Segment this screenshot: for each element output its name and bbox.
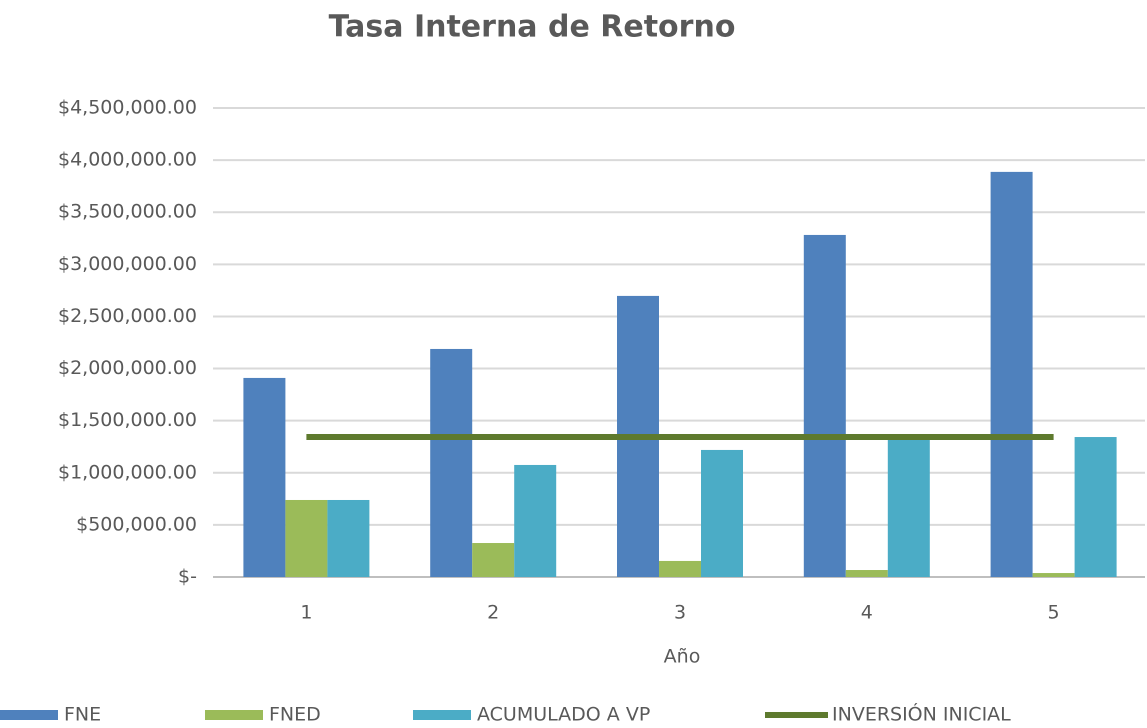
y-tick-label: $1,000,000.00 bbox=[58, 461, 197, 483]
bar bbox=[1032, 573, 1075, 577]
y-tick-label: $4,000,000.00 bbox=[58, 149, 197, 171]
x-tick-label: 2 bbox=[487, 602, 499, 624]
bar bbox=[701, 449, 743, 577]
bar bbox=[430, 348, 473, 577]
y-tick-label: $1,500,000.00 bbox=[58, 409, 197, 431]
y-tick-label: $3,500,000.00 bbox=[58, 201, 197, 223]
chart-title: Tasa Interna de Retorno bbox=[329, 10, 736, 45]
legend-label: INVERSIÓN INICIAL bbox=[832, 702, 1011, 726]
y-tick-label: $- bbox=[178, 566, 197, 588]
legend-swatch bbox=[413, 710, 471, 720]
bar bbox=[887, 439, 930, 577]
x-axis-label: Año bbox=[664, 646, 701, 668]
legend-swatch bbox=[205, 710, 263, 720]
legend-swatch bbox=[0, 710, 58, 720]
bar bbox=[472, 543, 515, 577]
bar bbox=[659, 560, 701, 577]
y-tick-label: $500,000.00 bbox=[76, 513, 197, 535]
y-tick-label: $3,000,000.00 bbox=[58, 253, 197, 275]
bar bbox=[243, 377, 286, 577]
bar bbox=[845, 570, 888, 577]
bar bbox=[1074, 437, 1117, 577]
x-tick-label: 5 bbox=[1048, 602, 1060, 624]
legend-label: ACUMULADO A VP bbox=[477, 704, 650, 726]
bar bbox=[514, 464, 557, 577]
y-tick-label: $2,000,000.00 bbox=[58, 357, 197, 379]
legend-label: FNE bbox=[64, 704, 101, 726]
bar bbox=[327, 499, 370, 577]
bar bbox=[990, 171, 1033, 577]
x-tick-label: 4 bbox=[861, 602, 873, 624]
x-tick-label: 1 bbox=[300, 602, 312, 624]
x-tick-label: 3 bbox=[674, 602, 686, 624]
bar bbox=[285, 499, 328, 577]
y-tick-label: $2,500,000.00 bbox=[58, 305, 197, 327]
legend-label: FNED bbox=[269, 704, 321, 726]
y-tick-label: $4,500,000.00 bbox=[58, 97, 197, 119]
bar bbox=[803, 234, 846, 577]
